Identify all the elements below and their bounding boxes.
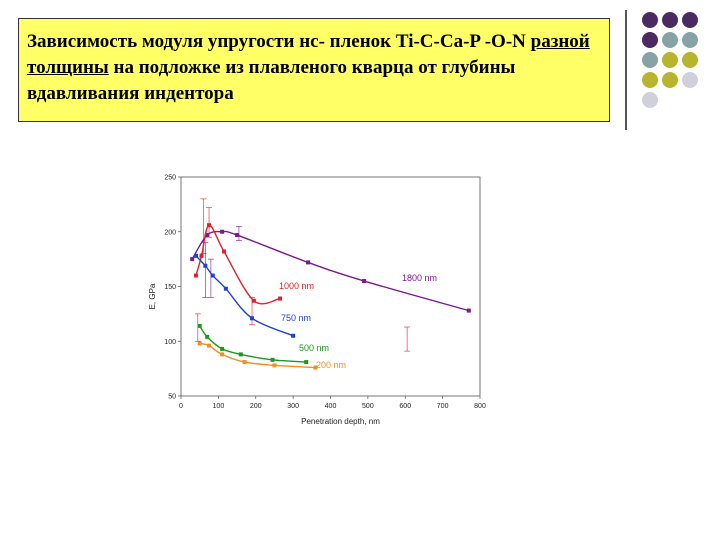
series-label: 750 nm <box>281 313 311 323</box>
series-point <box>313 365 318 370</box>
series-point <box>220 346 225 351</box>
decor-dot <box>662 72 678 88</box>
series-point <box>220 229 225 234</box>
series-point <box>223 286 228 291</box>
series-point <box>235 233 240 238</box>
slide-title-part2: на подложке из плавленого кварца от глуб… <box>27 57 516 104</box>
slide-title-box: Зависимость модуля упругости нс- пленок … <box>18 18 610 122</box>
series-point <box>466 308 471 313</box>
series-point <box>193 273 198 278</box>
series-point <box>238 352 243 357</box>
x-tick-label: 800 <box>474 403 486 410</box>
series-line <box>195 255 294 337</box>
series-label: 1000 nm <box>279 281 314 291</box>
decor-dot <box>662 52 678 68</box>
series-label: 1800 nm <box>402 273 437 283</box>
series-label: 200 nm <box>316 360 346 370</box>
decor-dot <box>642 12 658 28</box>
series-label: 500 nm <box>299 343 329 353</box>
divider-line <box>625 10 627 130</box>
series-point <box>278 296 283 301</box>
x-tick-label: 100 <box>213 403 225 410</box>
series-point <box>306 260 311 265</box>
series-point <box>193 253 198 258</box>
slide-title: Зависимость модуля упругости нс- пленок … <box>27 29 603 107</box>
series-point <box>242 360 247 365</box>
decor-dot <box>642 32 658 48</box>
y-tick-label: 200 <box>164 229 176 236</box>
x-tick-label: 300 <box>287 403 299 410</box>
slide-title-part1: Зависимость модуля упругости нс- пленок … <box>27 31 531 52</box>
series-point <box>205 334 210 339</box>
x-tick-label: 600 <box>399 403 411 410</box>
y-tick-label: 250 <box>164 175 176 182</box>
decor-dot <box>642 52 658 68</box>
x-tick-label: 0 <box>179 403 183 410</box>
y-tick-label: 100 <box>164 339 176 346</box>
series-point <box>203 263 208 268</box>
series-point <box>250 316 255 321</box>
series-point <box>270 357 275 362</box>
series-point <box>205 233 210 238</box>
series-point <box>362 279 367 284</box>
x-tick-label: 500 <box>362 403 374 410</box>
decor-dot <box>662 12 678 28</box>
decor-dot-grid <box>640 12 708 120</box>
series-point <box>207 223 212 228</box>
decor-dot <box>642 92 658 108</box>
y-tick-label: 150 <box>164 284 176 291</box>
x-tick-label: 200 <box>250 403 262 410</box>
series-point <box>251 298 256 303</box>
series-point <box>197 341 202 346</box>
series-line <box>199 325 307 363</box>
series-point <box>220 352 225 357</box>
series-point <box>291 333 296 338</box>
series-point <box>190 257 195 262</box>
slide-title-underlined: разной толщины <box>27 31 590 78</box>
decor-dot <box>682 32 698 48</box>
decor-dot <box>682 12 698 28</box>
y-tick-label: 50 <box>168 394 176 401</box>
series-point <box>210 273 215 278</box>
series-point <box>207 343 212 348</box>
decor-dot <box>682 52 698 68</box>
series-point <box>304 360 309 365</box>
x-tick-label: 700 <box>437 403 449 410</box>
series-point <box>199 253 204 258</box>
decor-dot <box>682 72 698 88</box>
decor-dot <box>642 72 658 88</box>
x-tick-label: 400 <box>325 403 337 410</box>
series-point <box>197 323 202 328</box>
decor-dot <box>662 32 678 48</box>
series-line <box>195 224 281 305</box>
y-axis-title: E, GPa <box>148 283 157 309</box>
series-point <box>272 363 277 368</box>
x-axis-title: Penetration depth, nm <box>301 417 380 426</box>
series-point <box>221 249 226 254</box>
